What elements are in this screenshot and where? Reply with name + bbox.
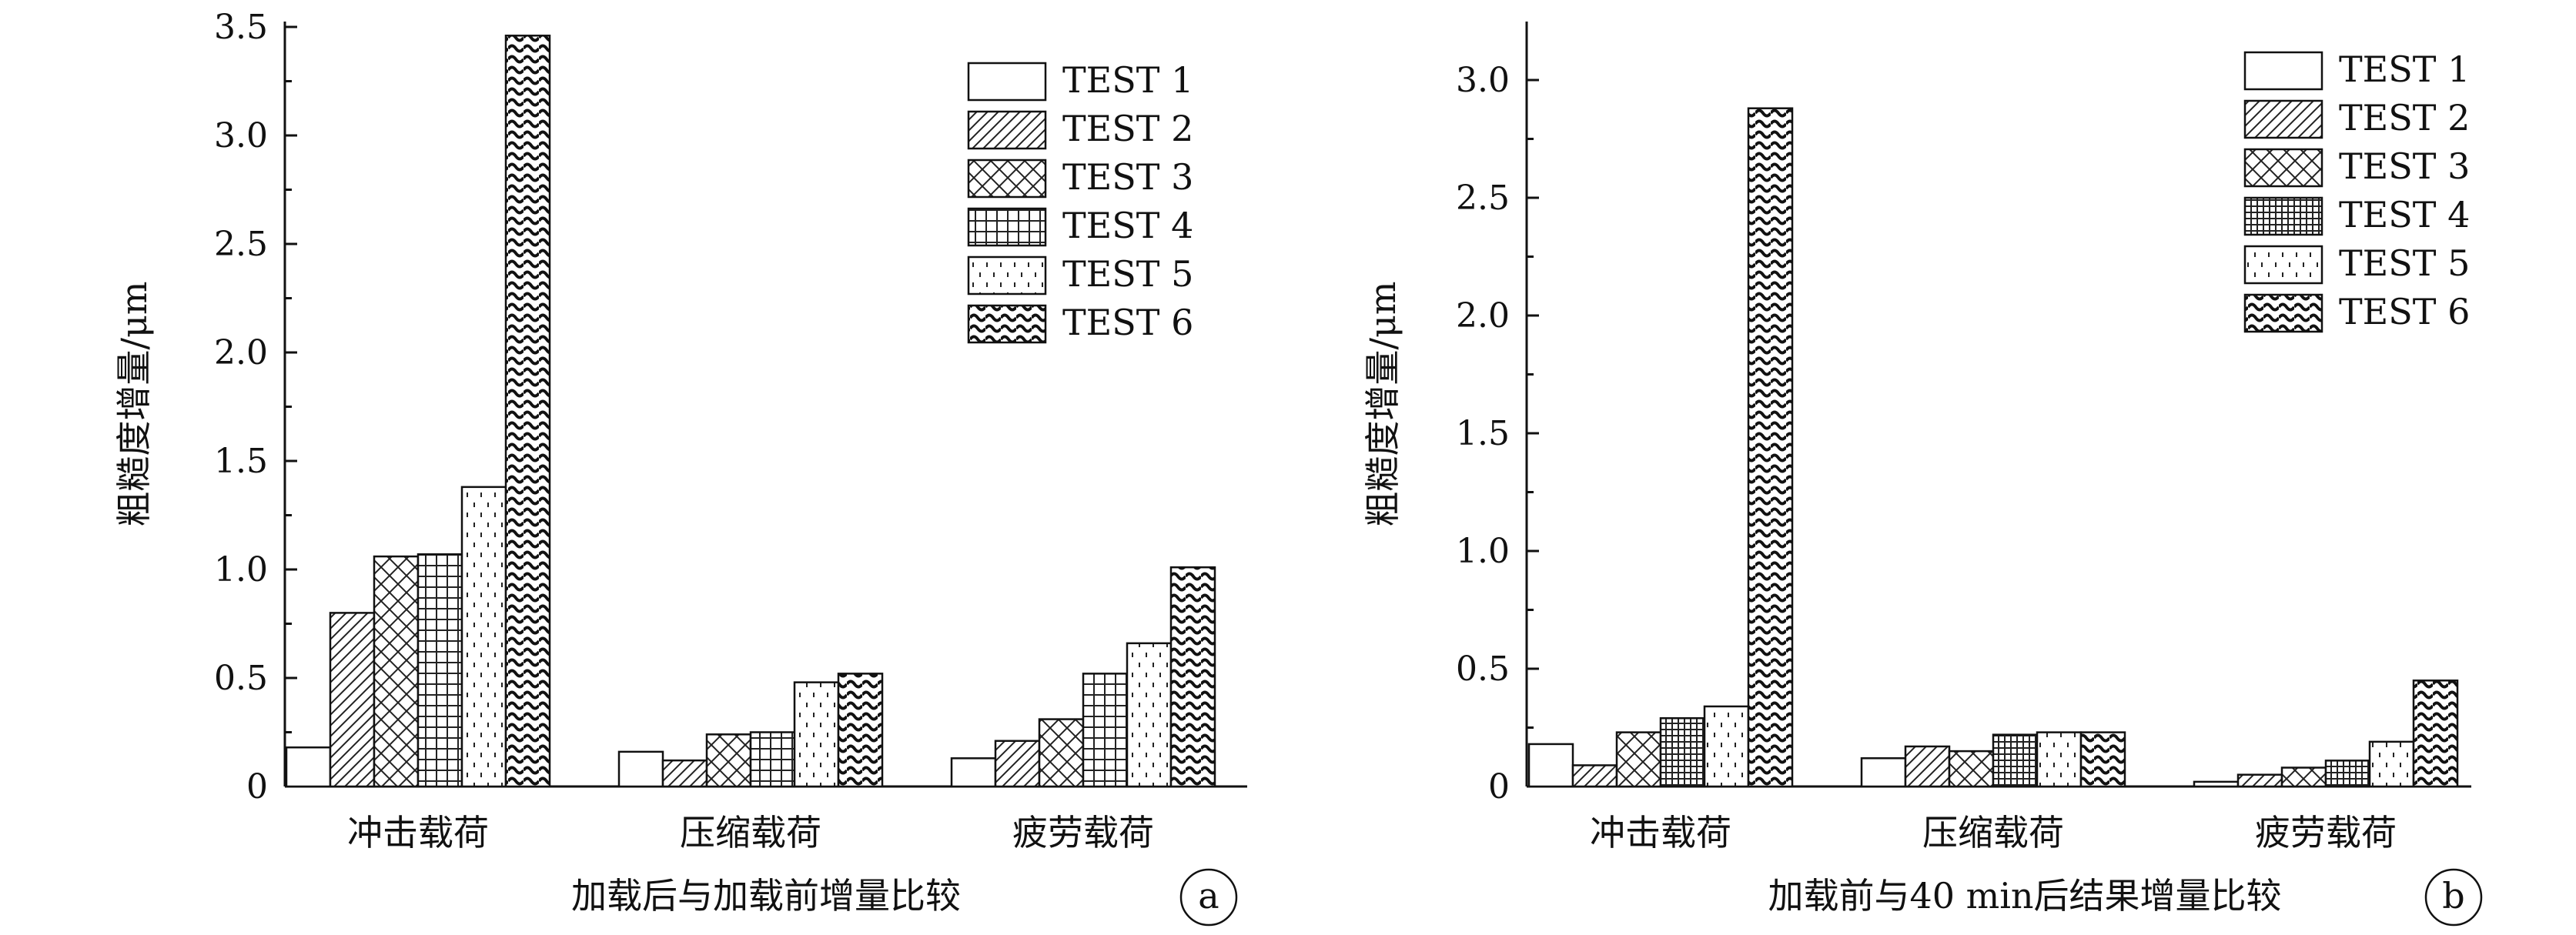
x-category-label: 压缩载荷: [1922, 812, 2064, 853]
y-axis-label: 粗糙度增量/μm: [113, 281, 155, 526]
bar-test3: [705, 733, 752, 788]
bar-test5: [793, 681, 840, 788]
bar-test1: [285, 746, 332, 788]
bar-test6: [1169, 566, 1216, 788]
chart-panel-b: 0 0.5 1.0 1.5 2.0 2.5 3.0 粗糙度增量/μm 冲击载荷 压缩载荷 疲劳载荷加…: [1362, 22, 2483, 927]
panel-label-circle: [1179, 868, 1238, 927]
bar-test2: [661, 759, 708, 788]
legend-swatch: [2243, 99, 2323, 139]
legend-label: TEST 5: [2339, 242, 2470, 284]
y-tick-label: 3.0: [1456, 61, 1510, 100]
legend-label: TEST 2: [2339, 97, 2470, 139]
bar-test2: [994, 740, 1041, 788]
bar-test6: [2412, 680, 2459, 788]
bar-test4: [2324, 760, 2371, 788]
legend-label: TEST 6: [1062, 302, 1193, 343]
bar-test1: [950, 757, 997, 788]
bar-test5: [2036, 731, 2083, 788]
legend-swatch: [2243, 148, 2323, 188]
x-axis-label: 加载前与40 min后结果增量比较: [1768, 875, 2281, 917]
y-tick-label: 1.5: [214, 442, 268, 481]
y-tick-label: 1.0: [1456, 532, 1510, 571]
y-tick-label: 0.5: [1456, 649, 1510, 689]
legend-label: TEST 2: [1062, 108, 1193, 149]
legend-swatch: [967, 110, 1047, 150]
legend-swatch: [967, 159, 1047, 199]
bar-test5: [2368, 740, 2415, 788]
bar-test4: [417, 553, 463, 788]
y-tick-label: 2.0: [214, 333, 268, 372]
bar-test2: [2236, 773, 2283, 788]
chart-layer: 0 0.5 1.0 1.5 2.0 2.5 3.0 3.5 粗糙度增量/μm 冲击载荷 压缩载荷 疲劳…: [113, 8, 2483, 927]
y-axis-label: 粗糙度增量/μm: [1362, 281, 1403, 526]
x-category-label: 疲劳载荷: [1012, 812, 1154, 853]
bar-test1: [1527, 743, 1574, 788]
bar-test4: [1659, 717, 1706, 788]
legend-swatch: [2243, 196, 2323, 236]
y-tick-label: 2.0: [1456, 296, 1510, 336]
y-tick-label: 2.5: [1456, 179, 1510, 218]
legend-label: TEST 4: [1062, 205, 1193, 246]
legend-swatch: [2243, 245, 2323, 285]
bar-test6: [2079, 731, 2126, 788]
bar-test6: [504, 35, 551, 788]
y-tick-label: 1.0: [214, 550, 268, 589]
y-tick-label: 0: [1488, 767, 1510, 806]
chart-panel-a: 0 0.5 1.0 1.5 2.0 2.5 3.0 3.5 粗糙度增量/μm 冲击载荷 压缩载荷 疲劳…: [113, 8, 1247, 927]
bar-test2: [1904, 745, 1951, 788]
bar-test2: [329, 612, 376, 788]
legend-swatch: [967, 255, 1047, 296]
legend: TEST 1 TEST 2 TEST 3 TEST 4 TEST 5 TEST 6: [2243, 48, 2470, 333]
y-tick-label: 0.5: [214, 659, 268, 698]
y-tick-label: 3.0: [214, 116, 268, 155]
legend-label: TEST 1: [2339, 48, 2470, 90]
x-category-label: 压缩载荷: [680, 812, 821, 853]
legend-label: TEST 6: [2339, 291, 2470, 332]
legend-swatch: [967, 304, 1047, 344]
legend-swatch: [967, 62, 1047, 102]
y-tick-label: 1.5: [1456, 414, 1510, 453]
bar-test1: [617, 750, 664, 788]
panel-label: b: [2442, 875, 2464, 917]
y-tick-label: 3.5: [214, 8, 268, 47]
legend-swatch: [967, 207, 1047, 247]
bar-test2: [1571, 764, 1618, 788]
bar-test5: [1703, 705, 1750, 788]
y-tick-label: 0: [246, 767, 268, 806]
legend-label: TEST 3: [1062, 156, 1193, 198]
panel-label: a: [1198, 875, 1219, 917]
bar-test3: [373, 555, 420, 788]
bar-test4: [1082, 673, 1129, 788]
legend-label: TEST 5: [1062, 253, 1193, 295]
bar-test3: [1948, 750, 1995, 788]
legend-label: TEST 1: [1062, 59, 1193, 101]
bar-test6: [1747, 107, 1794, 788]
bar-test6: [837, 673, 884, 788]
x-category-label: 冲击载荷: [1590, 812, 1731, 853]
legend-label: TEST 4: [2339, 194, 2470, 235]
panel-label-circle: [2424, 868, 2483, 927]
bar-test5: [1126, 642, 1173, 788]
legend: TEST 1 TEST 2 TEST 3 TEST 4 TEST 5 TEST 6: [967, 59, 1193, 344]
x-category-label: 疲劳载荷: [2255, 812, 2397, 853]
x-axis-label: 加载后与加载前增量比较: [571, 875, 961, 917]
bar-test1: [1860, 757, 1907, 788]
bar-test5: [460, 486, 507, 788]
y-tick-label: 2.5: [214, 225, 268, 264]
bar-test3: [1615, 731, 1662, 788]
bar-test3: [1038, 718, 1085, 788]
bar-test4: [749, 731, 796, 788]
legend-swatch: [2243, 293, 2323, 333]
bar-test1: [2193, 780, 2240, 788]
x-category-label: 冲击载荷: [347, 812, 489, 853]
legend-label: TEST 3: [2339, 145, 2470, 187]
bar-test4: [1992, 733, 2039, 788]
legend-swatch: [2243, 51, 2323, 91]
bar-test3: [2280, 766, 2327, 788]
